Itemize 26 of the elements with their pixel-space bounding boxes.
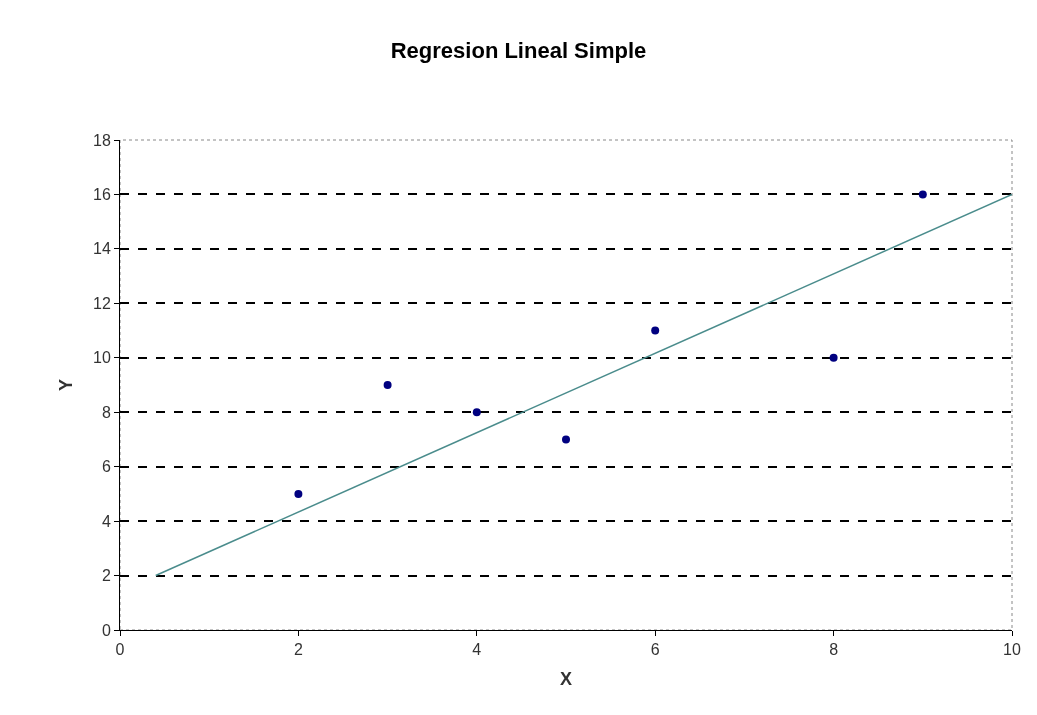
point xyxy=(294,489,303,498)
y-tick-label: 12 xyxy=(93,294,111,312)
x-tick-label: 8 xyxy=(829,641,839,659)
y-tick-label: 18 xyxy=(93,131,111,149)
x-tick-label: 6 xyxy=(650,641,660,659)
point xyxy=(829,353,838,362)
y-tick-label: 2 xyxy=(101,567,111,585)
y-tick-label: 10 xyxy=(93,349,111,367)
point xyxy=(562,435,570,444)
y-tick-label: 6 xyxy=(101,458,111,476)
point xyxy=(651,326,660,335)
chart-title: Regresion Lineal Simple xyxy=(390,38,647,64)
y-tick-label: 8 xyxy=(101,403,111,421)
y-tick-label: 0 xyxy=(101,621,111,639)
point xyxy=(472,408,481,417)
x-tick-label: 4 xyxy=(472,641,482,659)
x-tick-label: 10 xyxy=(1003,641,1021,659)
point xyxy=(918,190,927,199)
y-tick-label: 4 xyxy=(101,512,111,530)
y-tick-label: 16 xyxy=(93,186,111,204)
point xyxy=(383,381,392,389)
y-tick-label: 14 xyxy=(93,240,111,258)
x-tick-label: 0 xyxy=(115,641,125,659)
x-axis-title: X xyxy=(559,669,573,690)
y-axis-title: Y xyxy=(56,378,77,392)
x-tick-label: 2 xyxy=(293,641,303,659)
